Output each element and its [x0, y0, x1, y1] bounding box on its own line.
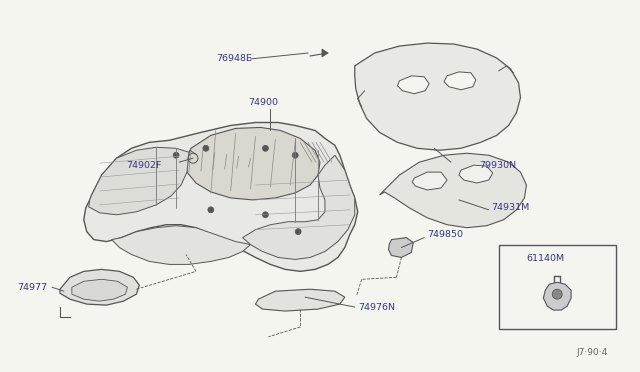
- Circle shape: [292, 152, 298, 158]
- Circle shape: [203, 145, 209, 151]
- Circle shape: [262, 145, 268, 151]
- Polygon shape: [388, 238, 413, 257]
- Text: 749850: 749850: [427, 230, 463, 239]
- Text: 76948E: 76948E: [216, 54, 252, 64]
- Polygon shape: [397, 76, 429, 94]
- Polygon shape: [72, 279, 127, 301]
- Circle shape: [208, 207, 214, 213]
- Circle shape: [552, 289, 562, 299]
- Text: 74977: 74977: [17, 283, 47, 292]
- Polygon shape: [89, 147, 189, 215]
- Text: 79930N: 79930N: [479, 161, 516, 170]
- Polygon shape: [412, 172, 447, 190]
- Polygon shape: [111, 226, 250, 264]
- Polygon shape: [355, 43, 520, 150]
- Circle shape: [295, 229, 301, 235]
- Text: 74931M: 74931M: [491, 203, 529, 212]
- Polygon shape: [380, 153, 527, 228]
- Text: 74900: 74900: [248, 98, 278, 107]
- Polygon shape: [459, 165, 493, 183]
- Text: 74902F: 74902F: [127, 161, 162, 170]
- Circle shape: [262, 212, 268, 218]
- Polygon shape: [60, 269, 140, 305]
- Polygon shape: [543, 282, 571, 310]
- Bar: [499, 244, 616, 329]
- Polygon shape: [243, 155, 355, 259]
- Polygon shape: [186, 128, 320, 200]
- Polygon shape: [255, 289, 345, 311]
- Text: J7·90·4: J7·90·4: [577, 348, 608, 357]
- Polygon shape: [84, 122, 358, 271]
- Circle shape: [173, 152, 179, 158]
- Polygon shape: [444, 72, 476, 90]
- Polygon shape: [322, 49, 328, 57]
- Text: 74976N: 74976N: [358, 302, 395, 312]
- Text: 61140M: 61140M: [527, 254, 564, 263]
